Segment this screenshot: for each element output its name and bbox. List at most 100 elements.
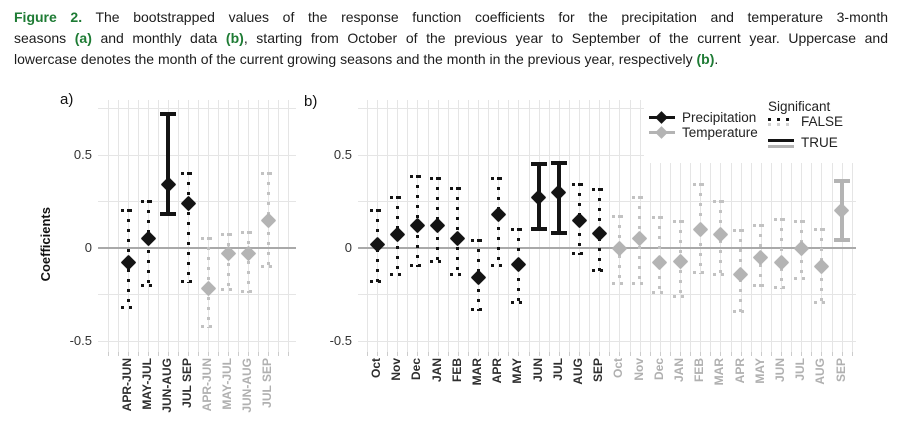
legend-significant-title: Significant <box>768 99 831 114</box>
x-axis-label: JUN-AUG <box>240 358 254 413</box>
axis-tick <box>558 352 560 356</box>
grid-line-h <box>98 201 296 202</box>
x-axis-label: JUN <box>530 358 545 383</box>
grid-line-h <box>358 201 856 202</box>
y-axis-tick-label: 0.5 <box>333 147 352 162</box>
error-bar <box>220 233 236 291</box>
axis-tick <box>407 352 409 356</box>
axis-tick <box>781 352 782 356</box>
caption-highlight: (b) <box>696 51 715 67</box>
axis-tick <box>811 352 813 356</box>
axis-tick <box>750 352 752 356</box>
error-bar <box>160 112 176 217</box>
axis-tick <box>599 352 601 356</box>
zero-line <box>358 247 856 249</box>
x-axis-label: Nov <box>389 358 404 381</box>
grid-line-v <box>447 100 449 352</box>
grid-line-v <box>589 100 591 352</box>
axis-tick <box>128 352 129 356</box>
axis-tick <box>710 352 712 356</box>
legend-item-false: FALSE <box>768 114 843 129</box>
axis-tick <box>397 352 399 356</box>
y-axis-tick-label: 0 <box>344 240 352 255</box>
grid-line-v <box>821 100 823 352</box>
axis-tick <box>851 352 853 356</box>
x-axis-label: Oct <box>611 358 626 379</box>
x-axis-label: Dec <box>651 358 666 381</box>
axis-tick <box>690 352 692 356</box>
grid-line-v <box>548 100 550 352</box>
x-axis-label: MAY-JUL <box>220 358 234 410</box>
panel-a-label: a) <box>60 91 74 108</box>
x-axis-label: AUG <box>813 358 828 385</box>
axis-tick <box>168 352 169 356</box>
x-axis-label: JUL <box>793 358 808 381</box>
grid-line-v <box>770 100 772 352</box>
grid-line-v <box>387 100 389 352</box>
grid-line-v <box>568 100 570 352</box>
axis-tick <box>528 352 530 356</box>
axis-tick <box>178 352 179 356</box>
grid-line-v <box>528 100 530 352</box>
axis-tick <box>518 352 520 356</box>
zero-line <box>98 247 296 249</box>
x-axis-label: SEP <box>833 358 848 383</box>
caption-highlight: (a) <box>74 30 92 46</box>
axis-tick <box>218 352 219 356</box>
y-axis-tick-label: -0.5 <box>69 333 92 348</box>
axis-tick <box>760 352 762 356</box>
caption-text: , starting from October of the previous … <box>243 30 889 46</box>
axis-tick <box>821 352 823 356</box>
x-axis-label: SEP <box>591 358 606 383</box>
axis-tick <box>659 352 661 356</box>
grid-line-h <box>98 294 296 295</box>
x-axis-label: FEB <box>449 358 464 382</box>
grid-line-v <box>228 100 229 352</box>
axis-tick <box>377 352 378 356</box>
grid-line-v <box>791 100 793 352</box>
panel-b-label: b) <box>304 93 318 110</box>
axis-tick <box>740 352 742 356</box>
axis-tick <box>841 352 843 356</box>
axis-tick <box>467 352 469 356</box>
grid-line-h <box>358 294 856 295</box>
grid-line-v <box>649 100 651 352</box>
legend-item-precipitation: Precipitation <box>649 110 756 125</box>
axis-tick <box>238 352 239 356</box>
axis-tick <box>801 352 803 356</box>
grid-line-v <box>690 100 692 352</box>
grid-line-v <box>208 100 209 352</box>
axis-tick <box>548 352 550 356</box>
grid-line-v <box>407 100 409 352</box>
grid-line-h <box>98 340 296 342</box>
axis-tick <box>366 352 368 356</box>
caption-line: lowercase denotes the month of the curre… <box>14 49 888 70</box>
axis-tick <box>498 352 500 356</box>
axis-tick <box>589 352 591 356</box>
axis-tick <box>770 352 772 356</box>
grid-line-v <box>669 100 671 352</box>
x-axis-label: MAY <box>510 358 525 384</box>
solid-line-key-icon <box>768 136 794 150</box>
temperature-key-icon <box>649 126 675 139</box>
grid-line-v <box>811 100 813 352</box>
caption-highlight: Figure 2. <box>14 9 83 25</box>
axis-tick <box>148 352 149 356</box>
axis-tick <box>138 352 139 356</box>
axis-tick <box>538 352 540 356</box>
grid-line-h <box>98 154 296 156</box>
axis-tick <box>831 352 833 356</box>
axis-tick <box>198 352 199 356</box>
grid-line-v <box>118 100 119 352</box>
axis-tick <box>669 352 671 356</box>
grid-line-v <box>108 100 109 352</box>
grid-line-v <box>750 100 752 352</box>
grid-line-h <box>358 108 856 109</box>
axis-tick <box>208 352 209 356</box>
axis-tick <box>108 352 109 356</box>
axis-tick <box>228 352 229 356</box>
grid-line-v <box>168 100 169 352</box>
x-axis-label: APR-JUN <box>200 358 214 412</box>
axis-tick <box>417 352 419 356</box>
